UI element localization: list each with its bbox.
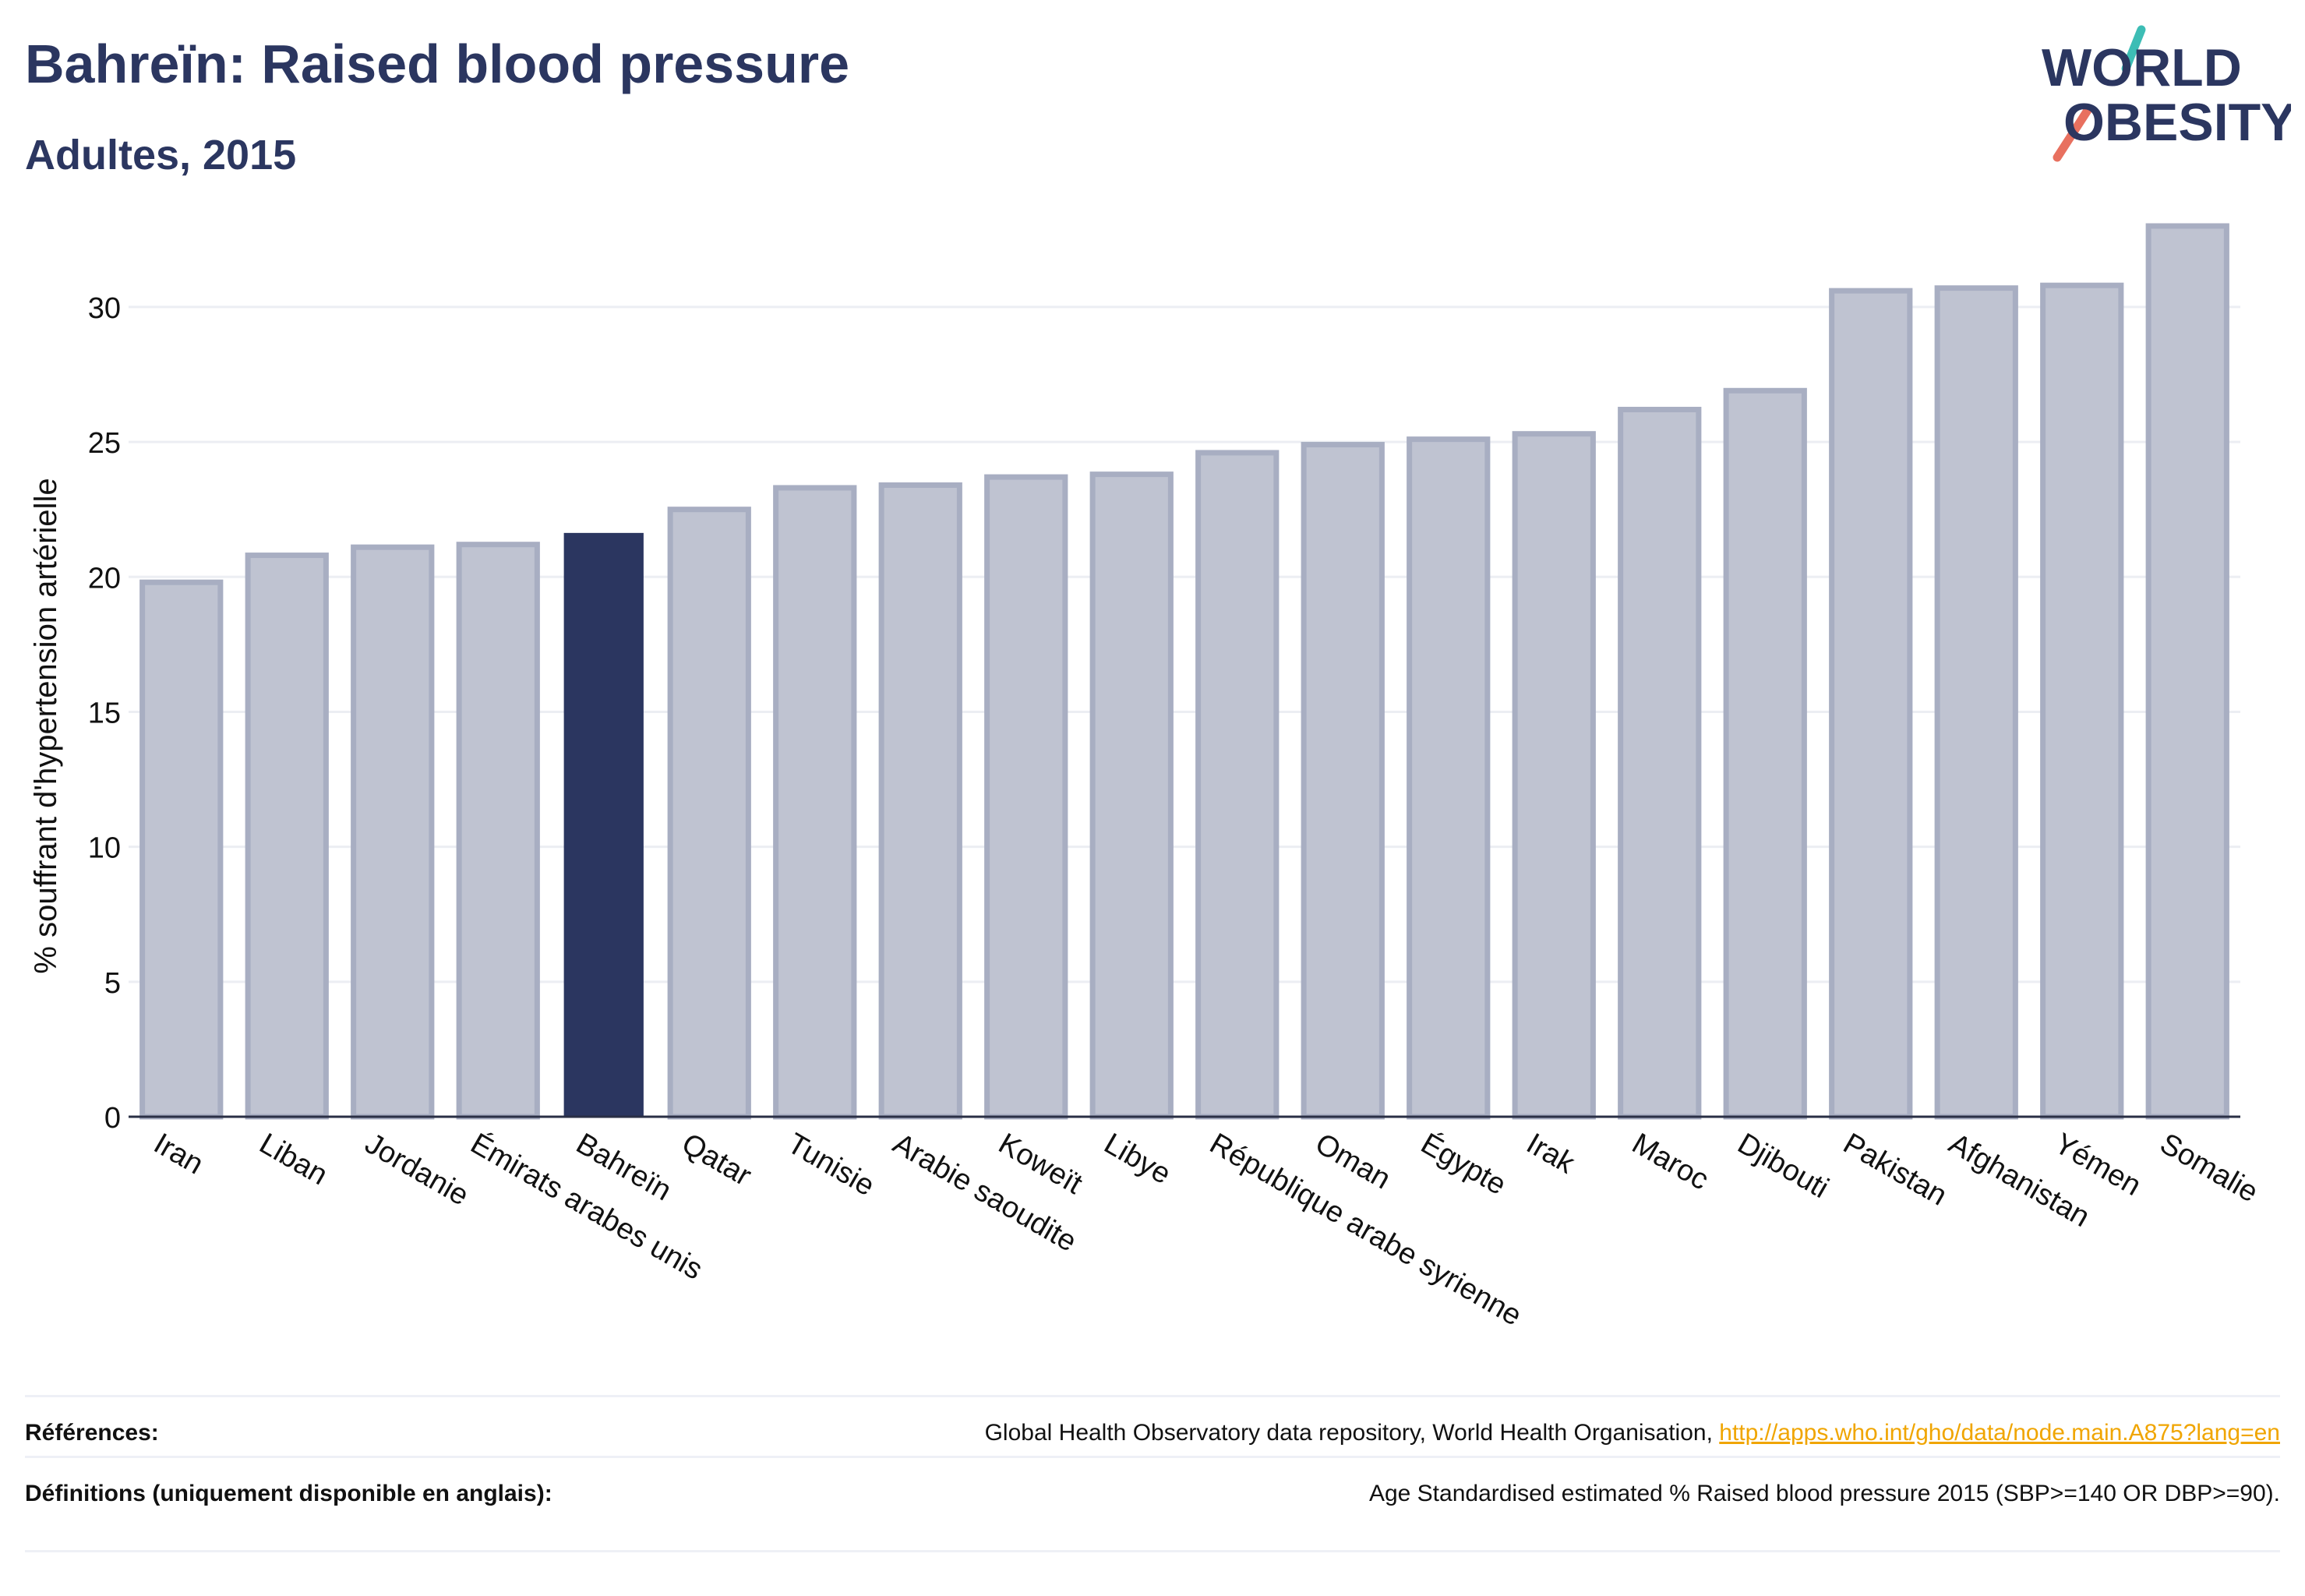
y-axis-ticks: 0 5 10 15 20 25 30 bbox=[88, 292, 121, 1135]
x-tick-label: Liban bbox=[254, 1127, 334, 1192]
x-tick-label: Djibouti bbox=[1732, 1127, 1834, 1205]
bar-y-men bbox=[2040, 282, 2124, 1120]
definitions-text: Age Standardised estimated % Raised bloo… bbox=[1368, 1481, 2280, 1506]
y-tick-label: 30 bbox=[88, 292, 121, 325]
y-tick-label: 25 bbox=[88, 427, 121, 460]
bar-afghanistan bbox=[1934, 285, 2018, 1120]
bar-qatar bbox=[667, 507, 751, 1120]
bar-arabie-saoudite bbox=[878, 482, 962, 1120]
x-tick-label: Maroc bbox=[1626, 1127, 1714, 1196]
references-label: Références: bbox=[25, 1420, 159, 1446]
logo-teal-stroke bbox=[2121, 25, 2146, 73]
x-tick-label: Libye bbox=[1099, 1127, 1177, 1191]
x-tick-label: Qatar bbox=[676, 1127, 757, 1192]
logo-line1: WORLD bbox=[2042, 38, 2242, 97]
bar-liban bbox=[245, 553, 329, 1120]
x-tick-label: Iran bbox=[148, 1127, 209, 1181]
y-axis-label: % souffrant d'hypertension artérielle bbox=[29, 478, 63, 973]
bar-somalie bbox=[2145, 223, 2229, 1120]
bar-djibouti bbox=[1723, 387, 1807, 1120]
x-tick-label: Pakistan bbox=[1837, 1127, 1952, 1212]
x-tick-label: Irak bbox=[1521, 1127, 1581, 1181]
logo-graphic: WORLD OBESITY bbox=[2042, 25, 2296, 162]
bar--mirats-arabes-unis bbox=[456, 542, 540, 1120]
bars bbox=[139, 223, 2229, 1120]
bar-maroc bbox=[1618, 407, 1702, 1120]
bar-jordanie bbox=[351, 544, 435, 1120]
definitions-row: Définitions (uniquement disponible en an… bbox=[25, 1456, 2280, 1552]
gridlines bbox=[129, 305, 2240, 983]
bar--gypte bbox=[1407, 436, 1491, 1120]
y-tick-label: 0 bbox=[104, 1102, 121, 1135]
page-title: Bahreïn: Raised blood pressure bbox=[25, 34, 850, 94]
page-subtitle: Adultes, 2015 bbox=[25, 132, 297, 178]
x-tick-label: Tunisie bbox=[782, 1127, 880, 1202]
references-table: Références: Global Health Observatory da… bbox=[25, 1395, 2280, 1552]
references-text: Global Health Observatory data repositor… bbox=[984, 1420, 1720, 1446]
references-value: Global Health Observatory data repositor… bbox=[985, 1418, 2280, 1449]
bar-kowe-t bbox=[984, 474, 1068, 1120]
bar-libye bbox=[1089, 471, 1174, 1120]
logo-coral-stroke bbox=[2053, 104, 2093, 162]
logo-line2: OBESITY bbox=[2063, 93, 2291, 152]
bar-irak bbox=[1512, 431, 1596, 1120]
bar-tunisie bbox=[773, 485, 857, 1120]
references-row: Références: Global Health Observatory da… bbox=[25, 1395, 2280, 1456]
definitions-label: Définitions (uniquement disponible en an… bbox=[25, 1481, 552, 1506]
x-tick-label: Jordanie bbox=[359, 1127, 474, 1212]
bar-r-publique-arabe-syrienne bbox=[1195, 450, 1280, 1120]
y-tick-label: 10 bbox=[88, 832, 121, 865]
x-tick-label: Arabie saoudite bbox=[888, 1127, 1082, 1258]
bar-oman bbox=[1301, 442, 1385, 1120]
x-tick-label: Somalie bbox=[2155, 1127, 2264, 1209]
x-tick-label: Égypte bbox=[1415, 1127, 1512, 1202]
y-tick-label: 20 bbox=[88, 562, 121, 595]
bar-bahre-n bbox=[563, 532, 644, 1118]
references-link[interactable]: http://apps.who.int/gho/data/node.main.A… bbox=[1719, 1420, 2280, 1446]
bar-pakistan bbox=[1829, 288, 1913, 1120]
bar-iran bbox=[139, 579, 224, 1120]
y-tick-label: 15 bbox=[88, 697, 121, 729]
world-obesity-logo: WORLD OBESITY bbox=[2026, 23, 2296, 164]
y-tick-label: 5 bbox=[104, 967, 121, 1000]
